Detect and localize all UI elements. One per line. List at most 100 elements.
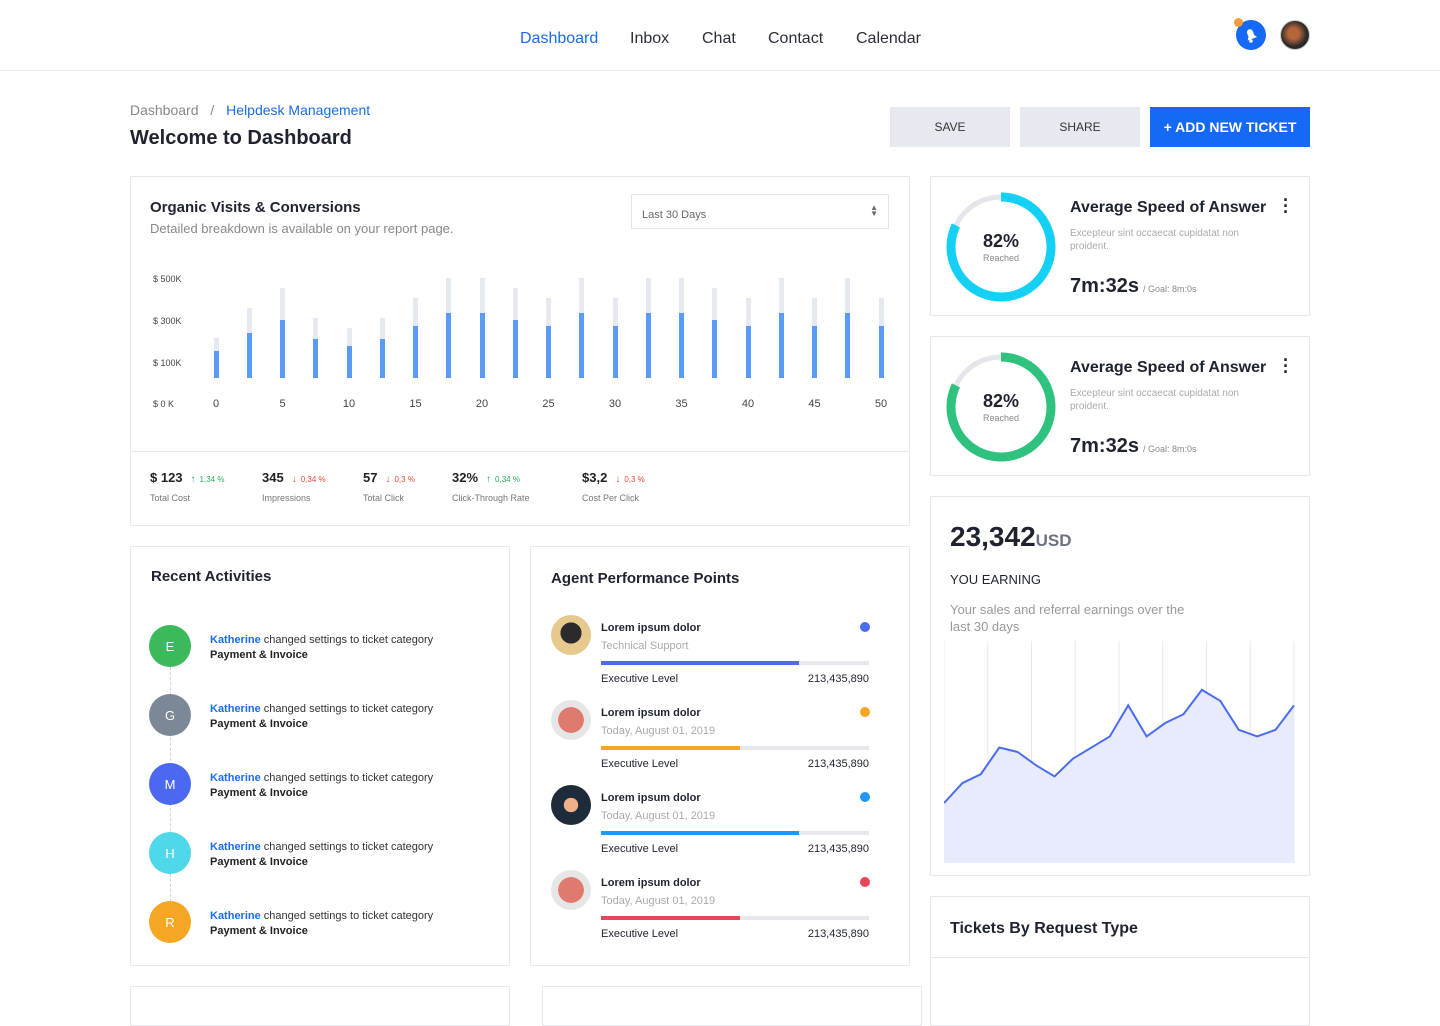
stat-label: Impressions	[262, 493, 326, 503]
stat-value: 32%	[452, 470, 478, 485]
activity-user-link[interactable]: Katherine	[210, 703, 261, 715]
status-dot	[860, 622, 870, 632]
x-tick: 15	[401, 398, 431, 410]
bar-value	[613, 326, 618, 378]
stat-item: $ 123↑1,34 %Total Cost	[150, 469, 224, 503]
ring-percent: 82%	[945, 391, 1057, 412]
speed-desc: Excepteur sint occaecat cupidatat non pr…	[1070, 227, 1270, 253]
nav-contact[interactable]: Contact	[768, 30, 823, 48]
ring-caption: Reached	[945, 253, 1057, 263]
earning-value: 23,342	[950, 521, 1036, 552]
more-options-icon[interactable]: ···	[1283, 357, 1289, 375]
bottom-card-middle	[542, 986, 922, 1026]
tickets-title: Tickets By Request Type	[950, 920, 1138, 938]
activity-detail: Payment & Invoice	[210, 649, 308, 661]
breadcrumb-current[interactable]: Helpdesk Management	[226, 102, 370, 118]
arrow-down-icon: ↓	[385, 474, 390, 485]
speed-desc: Excepteur sint occaecat cupidatat non pr…	[1070, 387, 1270, 413]
bar-value	[313, 339, 318, 378]
y-tick: $ 500K	[153, 274, 182, 284]
stat-row: $ 123↑1,34 %	[150, 469, 224, 487]
activity-avatar: M	[149, 763, 191, 805]
ring-caption: Reached	[945, 413, 1057, 423]
stat-row: 57↓0,3 %	[363, 469, 415, 487]
breadcrumb-root[interactable]: Dashboard	[130, 102, 199, 118]
bar-value	[513, 320, 518, 378]
activity-user-link[interactable]: Katherine	[210, 910, 261, 922]
activity-action: changed settings to ticket category	[261, 634, 433, 646]
activity-detail: Payment & Invoice	[210, 856, 308, 868]
status-dot	[860, 707, 870, 717]
more-options-icon[interactable]: ···	[1283, 197, 1289, 215]
bar-value	[812, 326, 817, 378]
organic-visits-card: Organic Visits & Conversions Detailed br…	[130, 176, 910, 526]
y-tick: $ 100K	[153, 358, 182, 368]
earning-amount: 23,342USD	[950, 521, 1072, 553]
y-tick: $ 300K	[153, 316, 182, 326]
nav-calendar[interactable]: Calendar	[856, 30, 921, 48]
stat-item: 345↓0,34 % Impressions	[262, 469, 326, 503]
x-tick: 45	[800, 398, 830, 410]
progress-fill	[601, 916, 740, 920]
stat-value: 345	[262, 470, 284, 485]
stat-item: $3,2↓0,3 % Cost Per Click	[582, 469, 645, 503]
bar-value	[480, 313, 485, 378]
breadcrumb: Dashboard / Helpdesk Management	[130, 102, 370, 118]
agent-level: Executive Level	[601, 673, 678, 685]
speed-title: Average Speed of Answer	[1070, 199, 1266, 217]
divider	[131, 451, 909, 452]
agent-sub: Today, August 01, 2019	[601, 810, 715, 822]
agent-avatar	[551, 700, 591, 740]
bell-icon[interactable]	[1236, 20, 1266, 50]
bar-value	[579, 313, 584, 378]
activity-user-link[interactable]: Katherine	[210, 634, 261, 646]
earnings-area-chart	[944, 641, 1296, 865]
activity-user-link[interactable]: Katherine	[210, 841, 261, 853]
speed-goal: / Goal: 8m:0s	[1143, 444, 1197, 454]
speed-time: 7m:32s	[1070, 435, 1139, 457]
bar-value	[280, 320, 285, 378]
agent-level: Executive Level	[601, 758, 678, 770]
agent-name: Lorem ipsum dolor	[601, 622, 701, 634]
stat-label: Cost Per Click	[582, 493, 645, 503]
share-button[interactable]: SHARE	[1020, 107, 1140, 147]
nav-inbox[interactable]: Inbox	[630, 30, 669, 48]
stat-item: 57↓0,3 %Total Click	[363, 469, 415, 503]
save-button[interactable]: SAVE	[890, 107, 1010, 147]
progress-fill	[601, 831, 799, 835]
bar-value	[746, 326, 751, 378]
stat-row: $3,2↓0,3 %	[582, 469, 645, 487]
x-tick: 30	[600, 398, 630, 410]
agents-title: Agent Performance Points	[551, 570, 739, 587]
x-tick: 40	[733, 398, 763, 410]
stat-item: 32%↑0,34 %Click-Through Rate	[452, 469, 530, 503]
agent-performance-card: Agent Performance Points Lorem ipsum dol…	[530, 546, 910, 966]
agent-name: Lorem ipsum dolor	[601, 707, 701, 719]
agent-level: Executive Level	[601, 843, 678, 855]
activity-avatar: R	[149, 901, 191, 943]
user-avatar[interactable]	[1280, 20, 1310, 50]
x-tick: 0	[201, 398, 231, 410]
bar-value	[214, 351, 219, 378]
bar-value	[679, 313, 684, 378]
activity-action: changed settings to ticket category	[261, 703, 433, 715]
bottom-card-left	[130, 986, 510, 1026]
arrow-down-icon: ↓	[615, 474, 620, 485]
bar-value	[546, 326, 551, 378]
x-tick: 5	[268, 398, 298, 410]
progress-fill	[601, 661, 799, 665]
nav-dashboard[interactable]: Dashboard	[520, 30, 598, 48]
bar-value	[845, 313, 850, 378]
nav-chat[interactable]: Chat	[702, 30, 736, 48]
stat-row: 345↓0,34 %	[262, 469, 326, 487]
activity-user-link[interactable]: Katherine	[210, 772, 261, 784]
x-tick: 25	[534, 398, 564, 410]
earning-label: YOU EARNING	[950, 572, 1041, 587]
activity-action: changed settings to ticket category	[261, 841, 433, 853]
agent-points: 213,435,890	[808, 758, 869, 770]
add-new-ticket-button[interactable]: + ADD NEW TICKET	[1150, 107, 1310, 147]
agent-avatar	[551, 615, 591, 655]
activity-avatar: G	[149, 694, 191, 736]
